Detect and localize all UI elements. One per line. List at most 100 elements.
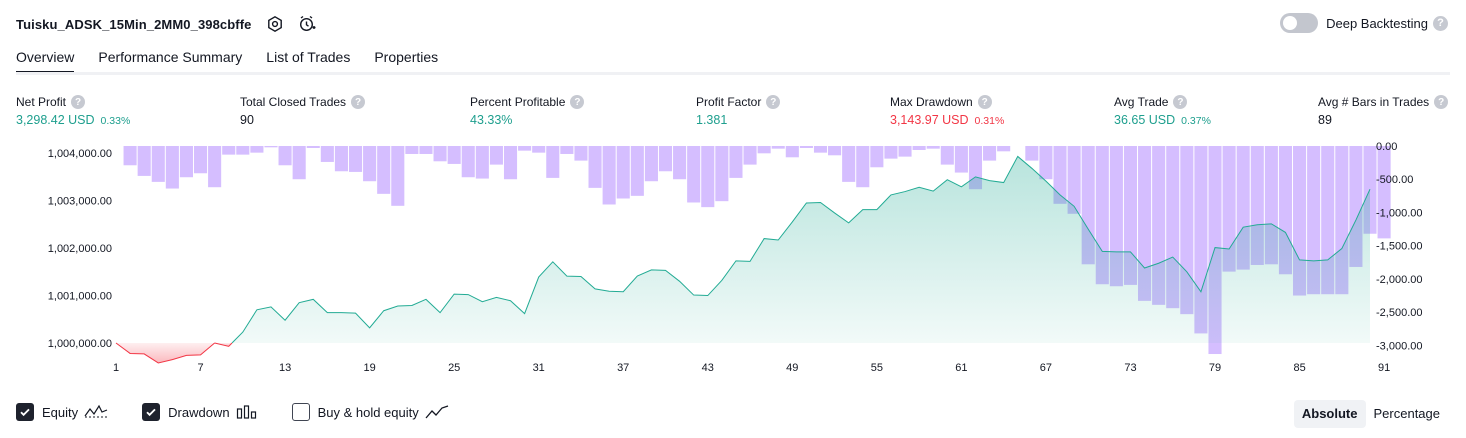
drawdown-bar — [588, 146, 602, 188]
help-icon[interactable]: ? — [351, 95, 366, 109]
drawdown-bar — [348, 146, 363, 172]
drawdown-bar — [870, 146, 884, 168]
help-icon[interactable]: ? — [1434, 95, 1449, 109]
deep-backtesting-toggle[interactable] — [1280, 13, 1319, 33]
drawdown-bar — [842, 146, 856, 182]
drawdown-checkbox[interactable] — [142, 403, 161, 421]
drawdown-bar — [729, 146, 743, 178]
left-tick-label: 1,003,000.00 — [48, 196, 112, 208]
drawdown-bar — [1109, 146, 1123, 287]
legend-label: Buy & hold equity — [317, 404, 419, 420]
equity-line-down — [115, 342, 215, 364]
x-tick-label: 31 — [533, 362, 545, 374]
drawdown-bar — [785, 146, 799, 158]
right-tick-label: -3,000.00 — [1376, 340, 1422, 352]
drawdown-bar — [715, 146, 729, 202]
drawdown-bar — [419, 146, 433, 154]
metric-value: 3,298.42 USD — [16, 113, 95, 127]
help-icon[interactable]: ? — [766, 95, 781, 109]
drawdown-bar — [898, 146, 912, 157]
right-axis: 0.00 -500.00 -1,000.00 -1,500.00 -2,000.00 -2… — [1376, 141, 1422, 352]
help-icon[interactable]: ? — [71, 95, 86, 109]
help-icon[interactable]: ? — [1173, 95, 1188, 109]
right-tick-label: -1,000.00 — [1376, 208, 1422, 220]
absolute-button[interactable]: Absolute — [1293, 400, 1366, 428]
metric-label: Percent Profitable — [470, 95, 566, 109]
drawdown-bar — [292, 146, 306, 180]
drawdown-bar — [983, 146, 997, 161]
drawdown-bar — [602, 146, 616, 205]
drawdown-bar — [306, 146, 320, 148]
drawdown-bar — [1039, 146, 1053, 180]
metric-label: Total Closed Trades — [240, 95, 347, 109]
help-icon[interactable]: ? — [1433, 15, 1448, 31]
metric-avg-bars-in-trades: Avg # Bars in Trades? 89 — [1318, 94, 1449, 127]
percentage-button[interactable]: Percentage — [1373, 406, 1441, 421]
drawdown-bar — [320, 146, 334, 162]
drawdown-bar — [475, 146, 489, 179]
drawdown-bar — [687, 146, 701, 203]
drawdown-bar — [644, 146, 658, 182]
drawdown-bar — [1123, 146, 1138, 285]
metric-percent-profitable: Percent Profitable? 43.33% — [470, 94, 585, 127]
x-tick-label: 13 — [279, 362, 291, 374]
drawdown-bar — [489, 146, 503, 165]
drawdown-bar — [658, 146, 673, 172]
tab-performance-summary[interactable]: Performance Summary — [98, 49, 243, 65]
left-axis: 1,000,000.00 1,001,000.00 1,002,000.00 1,00… — [48, 148, 112, 350]
drawdown-bar — [926, 146, 940, 149]
drawdown-bar — [856, 146, 870, 188]
x-tick-label: 91 — [1378, 362, 1390, 374]
drawdown-bar — [1067, 146, 1081, 214]
metric-max-drawdown: Max Drawdown? 3,143.97 USD 0.31% — [890, 94, 1004, 127]
x-axis: 1 7 13 19 25 31 37 43 49 55 61 67 73 79 85 91 — [113, 362, 1390, 374]
drawdown-bar — [222, 146, 236, 155]
equity-drawdown-chart[interactable]: 1,000,000.00 1,001,000.00 1,002,000.00 1,00… — [0, 138, 1466, 374]
buy-hold-checkbox[interactable] — [291, 403, 310, 421]
drawdown-bar — [1307, 146, 1321, 295]
legend-drawdown[interactable]: Drawdown — [142, 403, 257, 421]
drawdown-bar — [757, 146, 771, 154]
add-alert-icon[interactable] — [296, 13, 318, 35]
help-icon[interactable]: ? — [977, 95, 992, 109]
metric-label: Profit Factor — [696, 95, 762, 109]
metric-value: 43.33% — [470, 113, 513, 127]
drawdown-bar — [363, 146, 377, 182]
legend-equity[interactable]: Equity — [16, 403, 108, 421]
deep-backtesting-label: Deep Backtesting — [1326, 15, 1428, 31]
tab-list-of-trades[interactable]: List of Trades — [266, 49, 351, 65]
metric-label: Avg # Bars in Trades — [1318, 95, 1430, 109]
drawdown-bar — [673, 146, 687, 180]
metric-net-profit: Net Profit? 3,298.42 USD 0.33% — [16, 94, 130, 127]
strategy-name: Tuisku_ADSK_15Min_2MM0_398cbffe — [16, 16, 252, 32]
right-tick-label: -2,500.00 — [1376, 307, 1422, 319]
equity-line-icon — [84, 404, 108, 420]
metric-value: 36.65 USD — [1114, 113, 1176, 127]
drawdown-bar — [1377, 146, 1391, 239]
equity-checkbox[interactable] — [16, 403, 34, 421]
right-tick-label: -500.00 — [1376, 174, 1413, 186]
settings-icon[interactable] — [264, 13, 286, 35]
scale-mode-switch: Absolute Percentage — [1293, 400, 1448, 428]
metric-value: 1.381 — [696, 113, 728, 127]
drawdown-bar — [405, 146, 419, 154]
drawdown-bar — [828, 146, 842, 156]
metric-percent: 0.37% — [1181, 115, 1211, 127]
drawdown-bar — [701, 146, 715, 208]
chart-legend: Equity Drawdown Buy & hold equity — [16, 403, 483, 421]
drawdown-bar — [813, 146, 828, 153]
left-tick-label: 1,000,000.00 — [48, 338, 112, 350]
drawdown-bar — [447, 146, 461, 164]
legend-buy-hold-equity[interactable]: Buy & hold equity — [291, 403, 449, 421]
drawdown-bar — [1138, 146, 1152, 301]
tab-overview[interactable]: Overview — [16, 44, 75, 74]
x-tick-label: 1 — [113, 362, 119, 374]
x-tick-label: 49 — [786, 362, 798, 374]
drawdown-bar — [278, 146, 292, 166]
drawdown-bar — [433, 146, 447, 162]
drawdown-bar — [940, 146, 954, 165]
drawdown-bar — [616, 146, 630, 199]
tab-properties[interactable]: Properties — [374, 49, 439, 65]
help-icon[interactable]: ? — [570, 95, 585, 109]
x-tick-label: 7 — [197, 362, 203, 374]
